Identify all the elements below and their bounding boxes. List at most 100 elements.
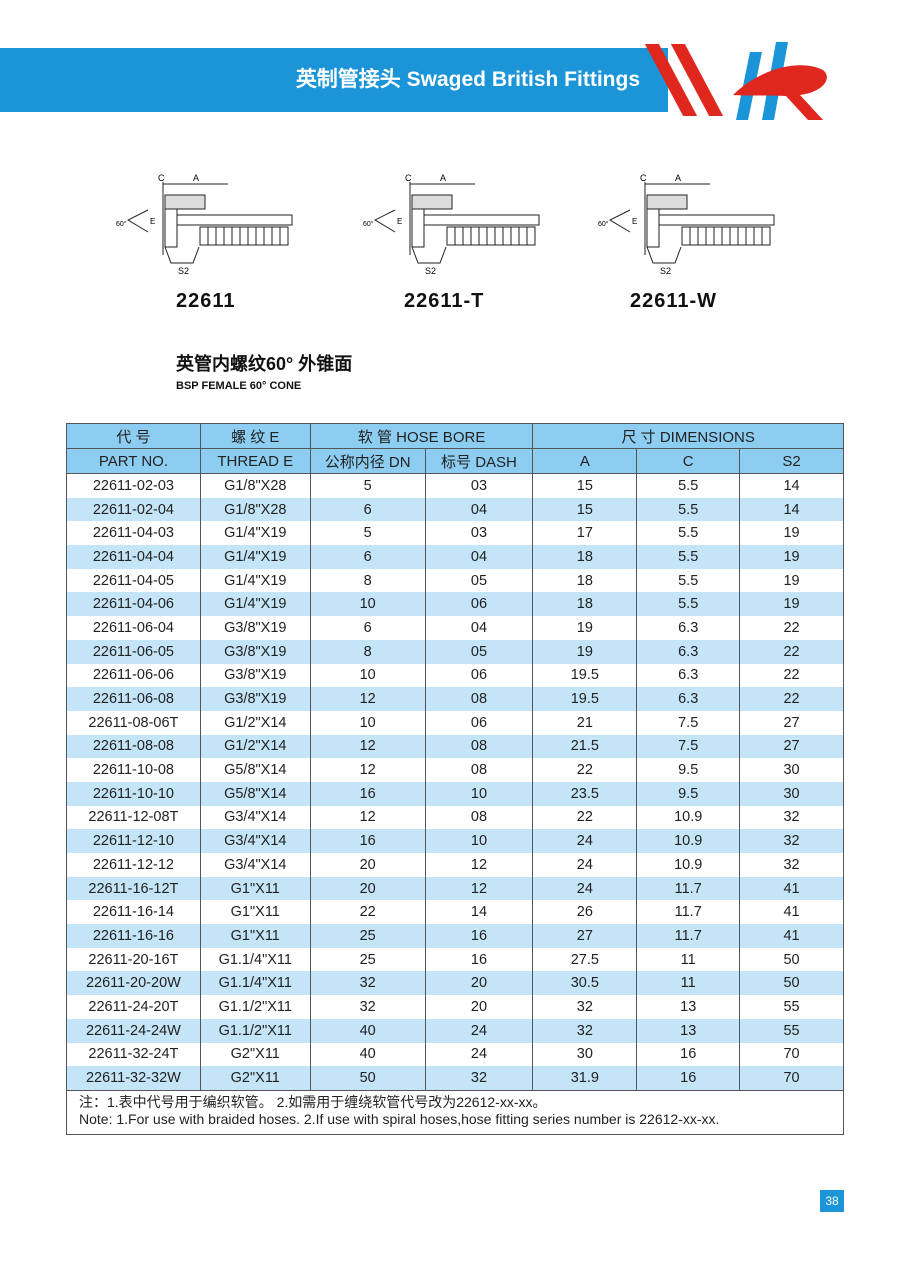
fitting-drawing: C A E 60° S2 bbox=[598, 173, 775, 276]
table-cell: G1/2"X14 bbox=[199, 710, 311, 735]
table-cell: 21 bbox=[532, 710, 638, 735]
table-cell: 19 bbox=[739, 568, 844, 593]
table-cell: 22 bbox=[532, 805, 638, 830]
table-cell: 5.5 bbox=[636, 568, 741, 593]
figure-label: 22611-T bbox=[404, 290, 485, 312]
table-cell: 22611-08-06T bbox=[66, 710, 201, 735]
table-row: 22611-12-08T G3/4"X14 12 08 22 10.9 32 bbox=[66, 805, 844, 830]
table-cell: 16 bbox=[424, 947, 534, 972]
table-cell: 41 bbox=[739, 924, 844, 948]
dim-label: A bbox=[675, 173, 681, 183]
table-cell: 22611-20-16T bbox=[66, 947, 201, 972]
table-cell: 55 bbox=[739, 995, 844, 1019]
table-cell: G3/8"X19 bbox=[199, 663, 311, 688]
table-cell: 08 bbox=[424, 687, 534, 711]
col-header: 公称内径 DN bbox=[309, 448, 426, 474]
table-cell: 04 bbox=[424, 616, 534, 640]
table-cell: 19 bbox=[739, 521, 844, 546]
hr-logo bbox=[733, 42, 827, 120]
table-row: 22611-06-05 G3/8"X19 8 05 19 6.3 22 bbox=[66, 639, 844, 664]
table-row: 22611-10-08 G5/8"X14 12 08 22 9.5 30 bbox=[66, 758, 844, 782]
table-cell: 22611-04-04 bbox=[66, 545, 201, 569]
table-cell: 14 bbox=[739, 473, 844, 498]
col-header: 代 号 bbox=[66, 423, 201, 449]
table-row: 22611-12-12 G3/4"X14 20 12 24 10.9 32 bbox=[66, 853, 844, 877]
note-cn: 注：1.表中代号用于编织软管。 2.如需用于缠绕软管代号改为22612-xx-x… bbox=[79, 1093, 547, 1110]
table-cell: 22 bbox=[532, 758, 638, 782]
table-cell: 32 bbox=[739, 805, 844, 830]
table-row: 22611-10-10 G5/8"X14 16 10 23.5 9.5 30 bbox=[66, 781, 844, 806]
table-cell: 24 bbox=[424, 1018, 534, 1043]
table-cell: 06 bbox=[424, 663, 534, 688]
header-band bbox=[0, 48, 668, 112]
table-cell: 22611-12-12 bbox=[66, 853, 201, 877]
table-cell: 27 bbox=[739, 734, 844, 759]
table-cell: 9.5 bbox=[636, 758, 741, 782]
table-cell: G2"X11 bbox=[199, 1066, 311, 1091]
table-cell: 22611-16-16 bbox=[66, 924, 201, 948]
table-cell: 10 bbox=[309, 663, 426, 688]
table-cell: 19.5 bbox=[532, 663, 638, 688]
table-cell: 9.5 bbox=[636, 781, 741, 806]
table-cell: 5 bbox=[309, 521, 426, 546]
table-cell: 22611-10-08 bbox=[66, 758, 201, 782]
table-cell: 03 bbox=[424, 521, 534, 546]
table-cell: G1.1/2"X11 bbox=[199, 995, 311, 1019]
table-cell: 27 bbox=[739, 710, 844, 735]
table-row: 22611-24-24W G1.1/2"X11 40 24 32 13 55 bbox=[66, 1018, 844, 1043]
table-cell: 06 bbox=[424, 710, 534, 735]
fitting-drawing: C A E 60° S2 bbox=[363, 173, 540, 276]
table-row: 22611-20-16T G1.1/4"X11 25 16 27.5 11 50 bbox=[66, 947, 844, 972]
table-cell: 10 bbox=[424, 829, 534, 853]
table-cell: 25 bbox=[309, 947, 426, 972]
table-cell: G1.1/4"X11 bbox=[199, 947, 311, 972]
col-header: PART NO. bbox=[66, 448, 201, 474]
table-cell: 6 bbox=[309, 497, 426, 522]
fitting-drawing: C A E 60° S2 bbox=[116, 173, 293, 276]
table-cell: 22611-06-08 bbox=[66, 687, 201, 711]
figure-label: 22611-W bbox=[630, 290, 718, 312]
table-cell: 16 bbox=[424, 924, 534, 948]
table-cell: 22611-04-05 bbox=[66, 568, 201, 593]
table-cell: 10 bbox=[424, 781, 534, 806]
table-cell: 12 bbox=[424, 853, 534, 877]
table-cell: 03 bbox=[424, 473, 534, 498]
table-cell: 5.5 bbox=[636, 521, 741, 546]
section-title: 英管内螺纹60° 外锥面 bbox=[176, 354, 353, 374]
table-cell: 11.7 bbox=[636, 924, 741, 948]
table-row: 22611-02-04 G1/8"X28 6 04 15 5.5 14 bbox=[66, 497, 844, 522]
figure-label: 22611 bbox=[176, 290, 236, 312]
table-cell: 50 bbox=[309, 1066, 426, 1091]
table-cell: 50 bbox=[739, 971, 844, 996]
table-cell: 7.5 bbox=[636, 710, 741, 735]
dim-label: S2 bbox=[178, 266, 189, 276]
table-cell: 8 bbox=[309, 639, 426, 664]
table-row: 22611-32-32W G2"X11 50 32 31.9 16 70 bbox=[66, 1066, 844, 1091]
header-row: PART NO. THREAD E 公称内径 DN 标号 DASH A C S2 bbox=[66, 448, 844, 474]
table-row: 22611-24-20T G1.1/2"X11 32 20 32 13 55 bbox=[66, 995, 844, 1019]
table-cell: 11.7 bbox=[636, 876, 741, 901]
table-row: 22611-08-06T G1/2"X14 10 06 21 7.5 27 bbox=[66, 710, 844, 735]
dim-label: C bbox=[640, 173, 647, 183]
header-row: 代 号 螺 纹 E 软 管 HOSE BORE 尺 寸 DIMENSIONS bbox=[66, 423, 844, 449]
table-cell: 15 bbox=[532, 497, 638, 522]
table-cell: 22611-02-03 bbox=[66, 473, 201, 498]
dim-label: E bbox=[632, 217, 637, 226]
table-cell: 20 bbox=[424, 971, 534, 996]
table-cell: 16 bbox=[309, 829, 426, 853]
table-row: 22611-06-04 G3/8"X19 6 04 19 6.3 22 bbox=[66, 616, 844, 640]
table-cell: 10 bbox=[309, 592, 426, 617]
table-row: 22611-06-06 G3/8"X19 10 06 19.5 6.3 22 bbox=[66, 663, 844, 688]
table-cell: 10.9 bbox=[636, 853, 741, 877]
table-cell: 27.5 bbox=[532, 947, 638, 972]
table-cell: 32 bbox=[739, 829, 844, 853]
table-cell: 19 bbox=[532, 639, 638, 664]
table-cell: 14 bbox=[739, 497, 844, 522]
table-cell: 17 bbox=[532, 521, 638, 546]
table-cell: G1/2"X14 bbox=[199, 734, 311, 759]
col-header: 标号 DASH bbox=[424, 448, 534, 474]
table-cell: 6 bbox=[309, 616, 426, 640]
table-cell: 32 bbox=[309, 971, 426, 996]
table-cell: 22 bbox=[739, 616, 844, 640]
